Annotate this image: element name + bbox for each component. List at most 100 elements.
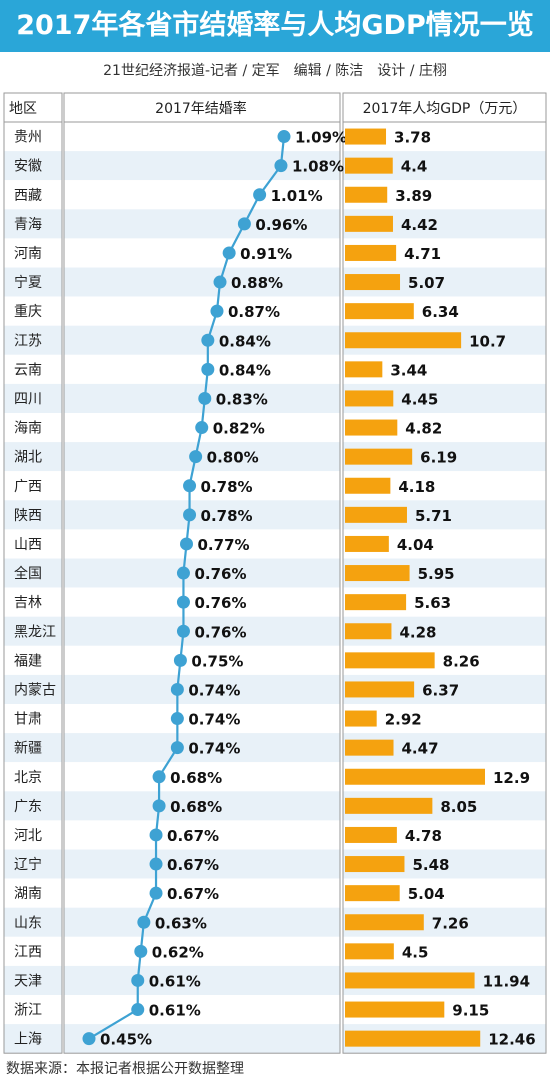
row-bg xyxy=(4,878,62,908)
source-note: 数据来源：本报记者根据公开数据整理 xyxy=(6,1061,244,1077)
region-label: 新疆 xyxy=(14,741,42,757)
rate-label: 0.84% xyxy=(219,361,271,379)
gdp-label: 5.04 xyxy=(408,885,445,903)
gdp-label: 8.05 xyxy=(440,798,477,816)
row-bg xyxy=(64,820,340,850)
region-label: 黑龙江 xyxy=(14,624,56,640)
gdp-bar xyxy=(345,826,397,843)
row-bg xyxy=(4,995,62,1025)
rate-label: 0.67% xyxy=(167,856,219,874)
row-bg xyxy=(343,704,546,734)
rate-label: 0.87% xyxy=(228,303,280,321)
header-cell-gdp xyxy=(342,92,547,123)
rate-point xyxy=(170,741,184,755)
gdp-bar xyxy=(345,1030,481,1047)
region-label: 福建 xyxy=(14,653,42,669)
row-bg xyxy=(64,471,340,501)
row-bg xyxy=(4,733,62,763)
rate-point xyxy=(210,304,224,318)
rate-label: 0.78% xyxy=(201,507,253,525)
gdp-label: 5.07 xyxy=(408,274,445,292)
rate-point xyxy=(149,857,163,871)
row-bg xyxy=(64,500,340,530)
gdp-bar xyxy=(345,972,475,989)
row-bg xyxy=(4,645,62,675)
gdp-label: 4.5 xyxy=(402,943,429,961)
rate-label: 0.83% xyxy=(216,390,268,408)
rate-point xyxy=(176,624,190,638)
gdp-label: 6.37 xyxy=(422,681,459,699)
rate-point xyxy=(176,566,190,580)
rate-point xyxy=(176,595,190,609)
region-label: 浙江 xyxy=(14,1003,42,1019)
gdp-bar xyxy=(345,390,394,407)
region-label: 重庆 xyxy=(14,304,42,320)
row-bg xyxy=(64,733,340,763)
rate-label: 0.88% xyxy=(231,274,283,292)
gdp-label: 7.26 xyxy=(432,914,469,932)
row-bg xyxy=(4,296,62,326)
rate-label: 0.91% xyxy=(240,245,292,263)
gdp-label: 3.78 xyxy=(394,129,431,147)
region-label: 宁夏 xyxy=(14,274,42,291)
region-label: 河北 xyxy=(14,828,42,844)
gdp-bar xyxy=(345,128,387,145)
region-label: 吉林 xyxy=(14,595,42,611)
row-bg xyxy=(4,762,62,792)
row-bg xyxy=(64,936,340,966)
row-bg xyxy=(4,151,62,181)
row-bg xyxy=(4,122,62,152)
row-bg xyxy=(4,1024,62,1054)
gdp-label: 10.7 xyxy=(469,332,506,350)
gdp-label: 4.28 xyxy=(399,623,436,641)
row-bg xyxy=(64,849,340,879)
rate-label: 0.84% xyxy=(219,332,271,350)
region-label: 天津 xyxy=(14,973,42,989)
region-label: 湖北 xyxy=(14,450,42,466)
gdp-bar xyxy=(345,332,462,349)
region-label: 江西 xyxy=(14,944,42,960)
rate-label: 1.08% xyxy=(292,158,344,176)
rate-point xyxy=(131,973,145,987)
gdp-bar xyxy=(345,710,377,727)
header-cell-region xyxy=(3,92,63,123)
region-label: 广东 xyxy=(14,799,42,815)
row-bg xyxy=(64,791,340,821)
row-bg xyxy=(64,267,340,297)
rate-label: 0.76% xyxy=(194,594,246,612)
row-bg xyxy=(64,238,340,268)
rate-label: 1.01% xyxy=(271,187,323,205)
rate-label: 0.76% xyxy=(194,623,246,641)
rate-label: 0.76% xyxy=(194,565,246,583)
credits-line: 21世纪经济报道-记者 / 定军 编辑 / 陈洁 设计 / 庄栩 xyxy=(103,63,447,79)
rate-point xyxy=(274,159,288,173)
row-bg xyxy=(4,791,62,821)
gdp-bar xyxy=(345,681,415,698)
gdp-bar xyxy=(345,215,393,232)
rate-label: 0.61% xyxy=(149,972,201,990)
rate-point xyxy=(237,217,251,231)
row-bg xyxy=(4,325,62,355)
gdp-bar xyxy=(345,303,414,320)
rate-point xyxy=(82,1032,96,1046)
region-label: 河南 xyxy=(14,246,42,262)
rate-label: 1.09% xyxy=(295,129,347,147)
row-bg xyxy=(64,674,340,704)
rate-point xyxy=(152,770,166,784)
rate-point xyxy=(198,391,212,405)
gdp-label: 3.44 xyxy=(390,361,427,379)
rate-point xyxy=(131,1003,145,1017)
gdp-bar xyxy=(345,244,397,261)
gdp-label: 5.95 xyxy=(418,565,455,583)
gdp-bar xyxy=(345,535,389,552)
region-label: 四川 xyxy=(14,391,42,407)
region-label: 山西 xyxy=(14,537,42,553)
rate-label: 0.68% xyxy=(170,798,222,816)
row-bg xyxy=(64,296,340,326)
gdp-bar xyxy=(345,914,424,931)
region-label: 内蒙古 xyxy=(14,682,56,698)
row-bg xyxy=(4,413,62,443)
rate-point xyxy=(201,333,215,347)
rate-label: 0.67% xyxy=(167,827,219,845)
gdp-bar xyxy=(345,885,400,902)
